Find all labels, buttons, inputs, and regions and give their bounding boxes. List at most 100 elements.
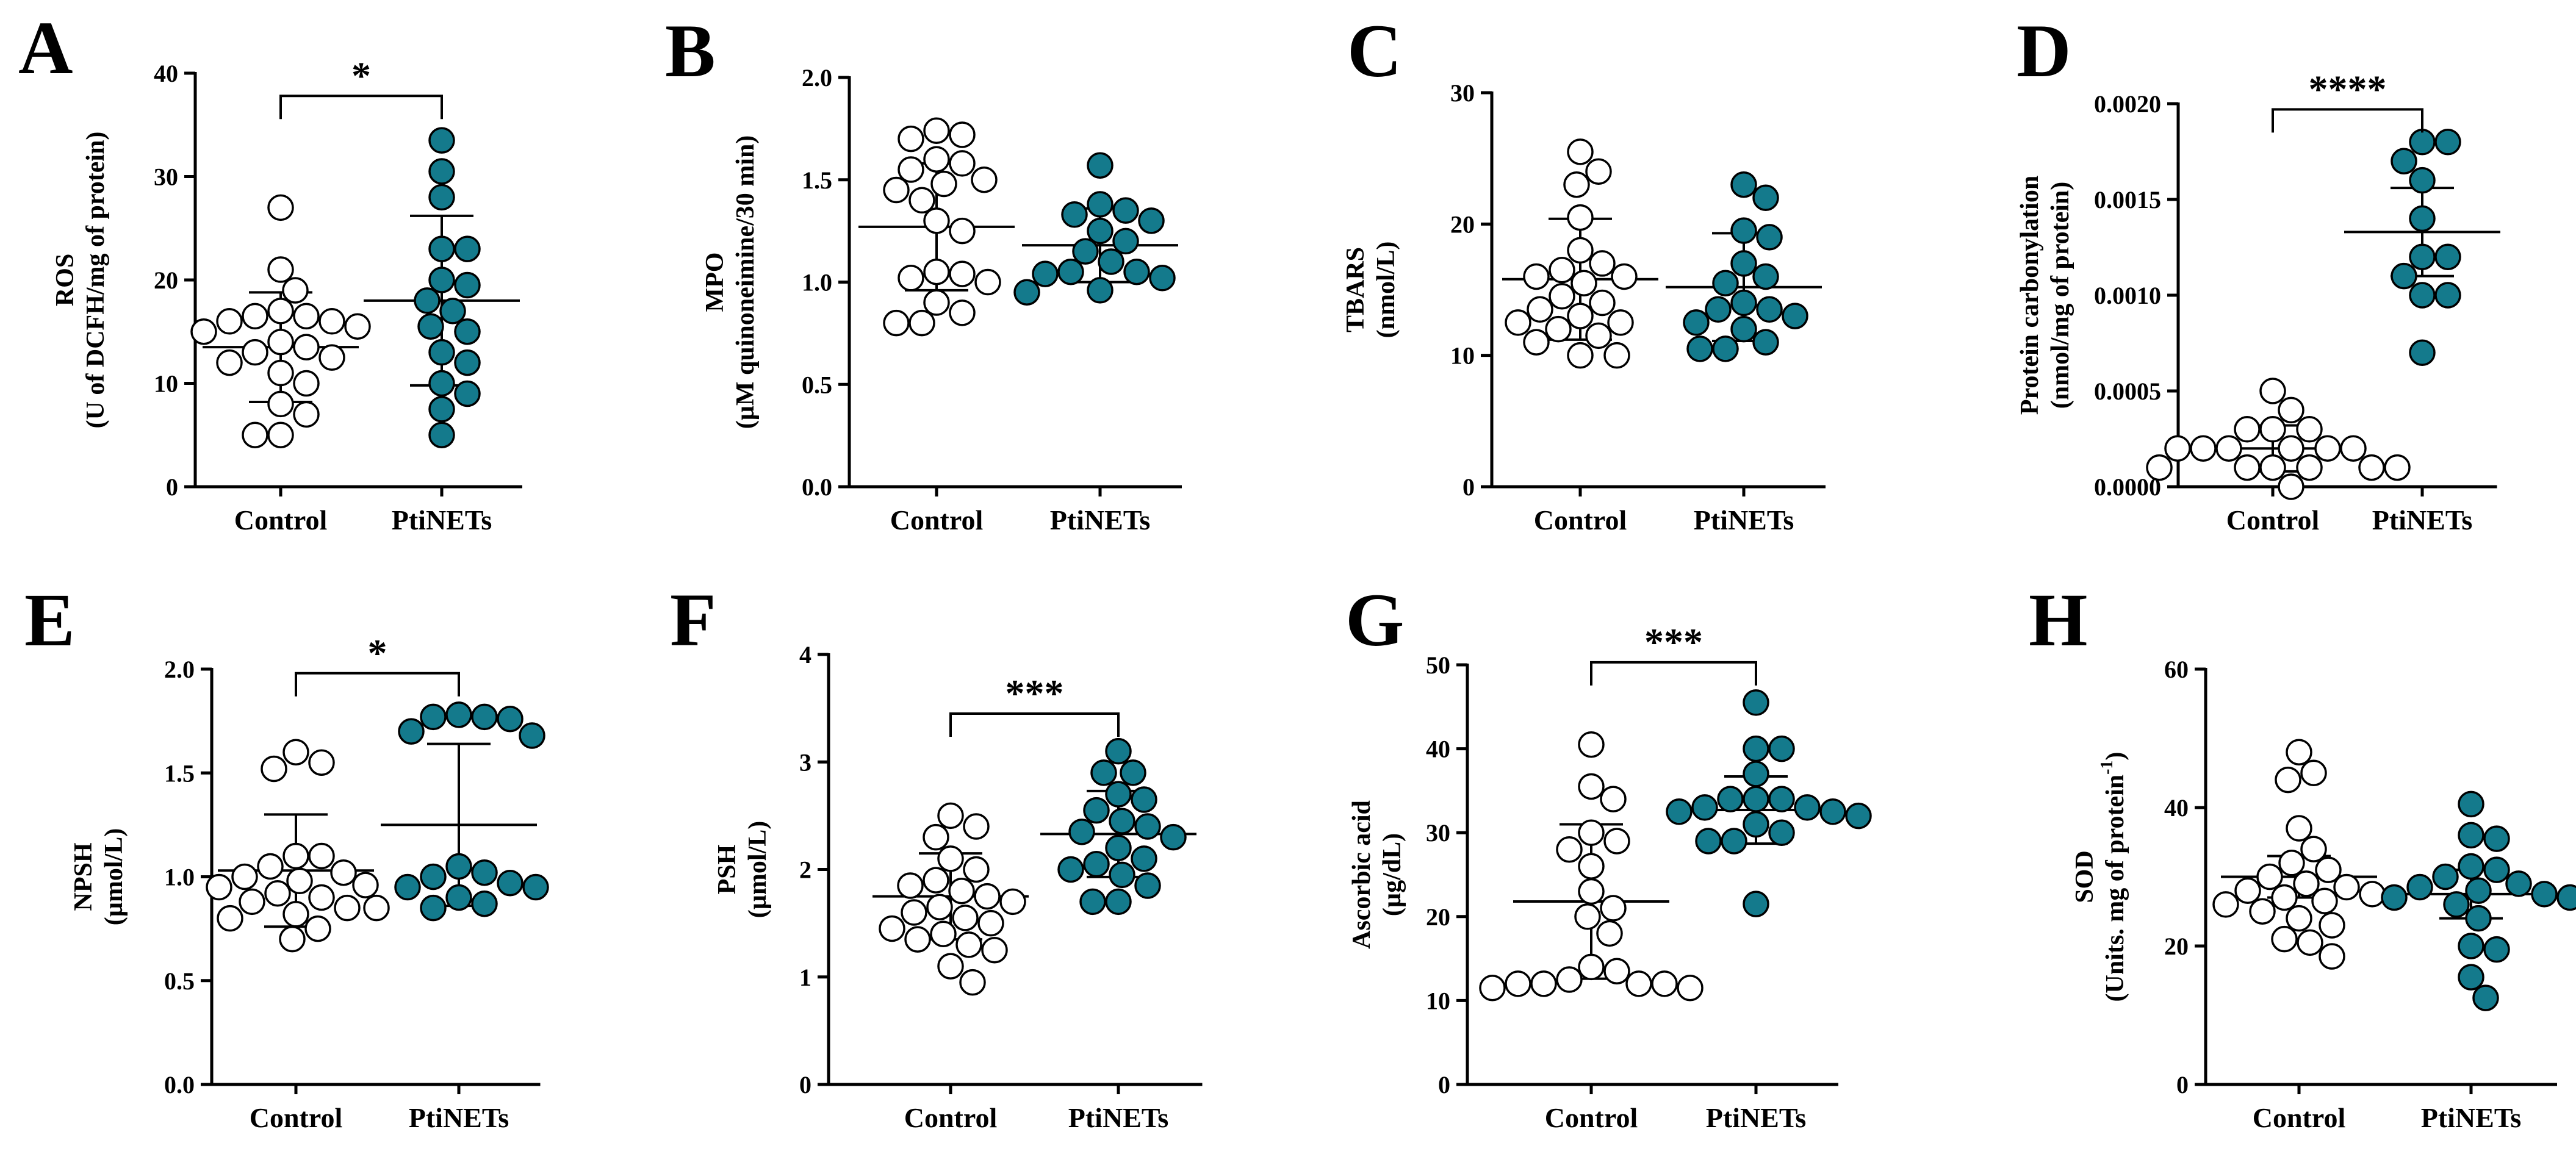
data-point: [267, 421, 294, 448]
data-point: [318, 344, 345, 371]
data-point: [1768, 786, 1795, 812]
data-point: [1505, 309, 1531, 336]
data-point: [1752, 329, 1779, 356]
y-tick-label: 4: [799, 641, 811, 668]
data-point: [216, 308, 243, 335]
data-point: [293, 370, 320, 397]
data-point: [231, 863, 258, 891]
data-point: [2465, 877, 2492, 904]
bracket-line: [279, 95, 443, 120]
data-point: [1131, 845, 1157, 872]
x-tick-label-ptinets: PtiNETs: [1068, 1102, 1168, 1133]
x-tick-label-ptinets: PtiNETs: [1694, 504, 1794, 536]
data-point: [1567, 342, 1594, 369]
data-point: [1717, 786, 1744, 812]
data-point: [428, 396, 455, 423]
data-point: [963, 813, 990, 840]
panel-e: E 0.0 0.5 1.0 1.5 2.0 Control PtiNETs NPSH(µmol/…: [24, 578, 549, 1133]
data-point: [949, 121, 976, 148]
data-point: [1578, 853, 1605, 880]
data-point: [1072, 238, 1099, 265]
data-point: [2434, 243, 2461, 270]
significance-label: ****: [2309, 67, 2387, 110]
y-tick-label: 30: [1426, 819, 1450, 847]
data-point: [1545, 315, 1572, 343]
data-point: [1603, 342, 1630, 369]
data-point: [1079, 888, 1106, 916]
data-point: [1730, 315, 1757, 343]
data-point: [2315, 856, 2342, 883]
data-point: [2458, 790, 2484, 818]
data-point: [1743, 689, 1769, 716]
data-point: [286, 867, 313, 895]
data-point: [2249, 898, 2276, 925]
series-control: [2212, 739, 2386, 970]
data-point: [1705, 296, 1732, 323]
data-point: [471, 891, 498, 917]
y-tick-label: 10: [1450, 342, 1475, 370]
series-control: [872, 802, 1029, 996]
data-point: [2409, 339, 2436, 366]
data-point: [2286, 815, 2312, 842]
data-point: [2458, 822, 2484, 849]
data-point: [190, 318, 217, 345]
data-point: [497, 869, 523, 897]
y-tick-label: 50: [1426, 651, 1450, 679]
y-tick-label: 20: [1426, 903, 1450, 931]
data-point: [1087, 217, 1114, 245]
data-point: [471, 859, 498, 886]
data-point: [1098, 248, 1124, 275]
panel-d: D 0.0000 0.0005 0.0010 0.0015 0.0020 Control Pt…: [2016, 9, 2500, 536]
data-point: [2381, 884, 2408, 911]
data-point: [923, 867, 949, 894]
data-point: [923, 146, 950, 173]
y-axis-label: ROS(U of DCFH/mg of protein): [51, 132, 110, 429]
data-point: [2465, 905, 2492, 932]
data-point: [2296, 416, 2323, 443]
data-point: [1087, 277, 1114, 304]
data-point: [428, 235, 455, 262]
data-point: [1607, 309, 1634, 336]
y-tick-label: 0: [1438, 1071, 1450, 1098]
data-point: [308, 842, 335, 870]
data-point: [1819, 798, 1846, 825]
significance-label: ***: [1006, 672, 1064, 715]
data-point: [1578, 819, 1605, 846]
panel-h: H 0 20 40 60 Control PtiNETs SOD(Units. mg of p…: [2029, 578, 2576, 1133]
data-point: [334, 894, 361, 922]
bracket-line: [1590, 661, 1757, 686]
data-point: [930, 920, 957, 947]
data-point: [279, 925, 306, 953]
data-point: [1567, 138, 1594, 165]
data-point: [1730, 217, 1757, 244]
data-point: [2409, 282, 2436, 309]
data-point: [1603, 958, 1630, 984]
data-point: [420, 703, 447, 731]
data-point: [949, 260, 976, 287]
data-point: [1585, 322, 1612, 349]
y-tick-label: 1.5: [802, 167, 832, 194]
data-point: [937, 953, 964, 980]
y-tick-label: 0: [1462, 473, 1475, 501]
data-point: [428, 184, 455, 211]
data-point: [2293, 870, 2320, 897]
data-point: [2505, 870, 2532, 897]
bracket-line: [949, 712, 1120, 737]
data-point: [2278, 396, 2304, 424]
data-point: [2458, 964, 2484, 991]
y-tick-label: 40: [1426, 736, 1450, 763]
data-point: [1549, 256, 1575, 284]
data-point: [1556, 836, 1583, 863]
data-point: [1109, 808, 1135, 834]
y-tick-label: 0.0000: [2094, 473, 2161, 501]
x-tick-label-control: Control: [1534, 504, 1627, 536]
data-point: [971, 167, 998, 193]
data-point: [1567, 303, 1594, 329]
data-point: [2319, 943, 2345, 970]
y-tick-label: 0: [166, 473, 178, 501]
panel-letter: H: [2029, 578, 2087, 662]
y-axis-label: SOD(Units. mg of protein-1): [2071, 752, 2129, 1002]
data-point: [206, 873, 232, 901]
series-control: [1502, 138, 1658, 369]
